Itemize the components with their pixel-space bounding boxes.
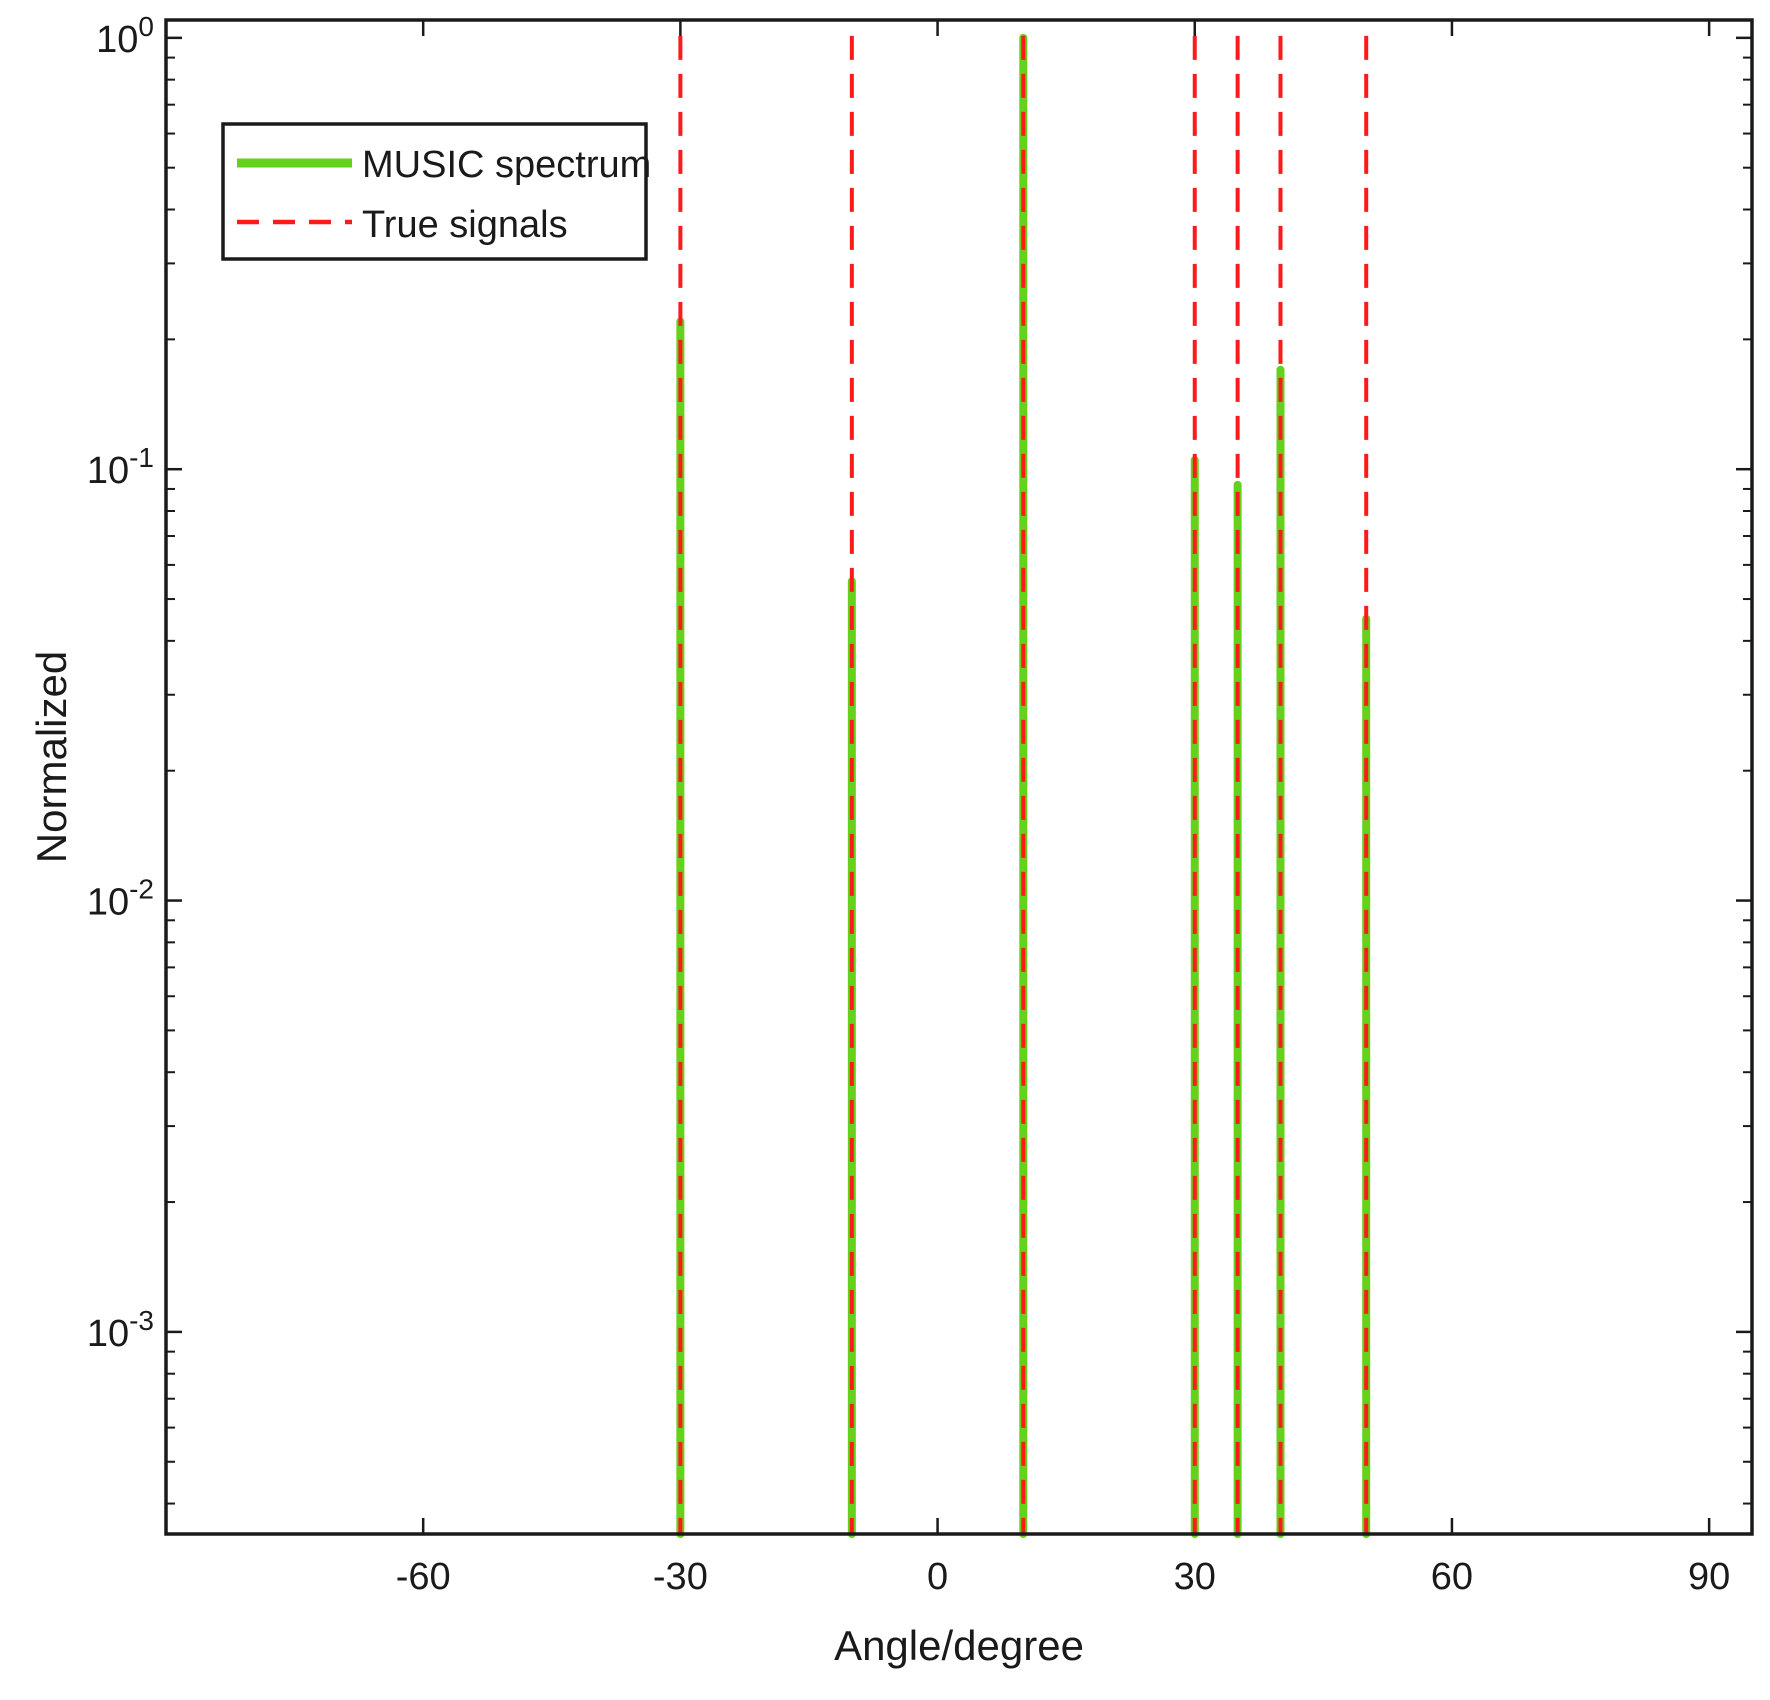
y-tick-label: 10-1 xyxy=(87,442,154,492)
x-axis-title: Angle/degree xyxy=(834,1622,1084,1669)
plot-frame xyxy=(164,18,1754,1536)
y-tick-labels: 10-3 10-2 10-1 100 xyxy=(87,11,154,1355)
x-tick-labels: -60 -30 0 30 60 90 xyxy=(396,1556,1731,1598)
y-axis-title: Normalized xyxy=(28,651,75,863)
legend-label-true: True signals xyxy=(362,204,568,246)
legend: MUSIC spectrum True signals xyxy=(221,122,651,261)
legend-box xyxy=(221,122,648,261)
y-tick-label: 100 xyxy=(96,11,154,61)
y-tick-label: 10-3 xyxy=(87,1305,154,1355)
legend-label-music: MUSIC spectrum xyxy=(362,144,651,186)
true-signals-series xyxy=(678,35,1369,1534)
x-tick-label: 0 xyxy=(927,1556,948,1598)
y-tick-label: 10-2 xyxy=(87,874,154,924)
x-tick-label: 60 xyxy=(1431,1556,1473,1598)
x-tick-label: 90 xyxy=(1688,1556,1730,1598)
x-tick-label: 30 xyxy=(1174,1556,1216,1598)
x-tick-label: -30 xyxy=(653,1556,708,1598)
x-tick-label: -60 xyxy=(396,1556,451,1598)
